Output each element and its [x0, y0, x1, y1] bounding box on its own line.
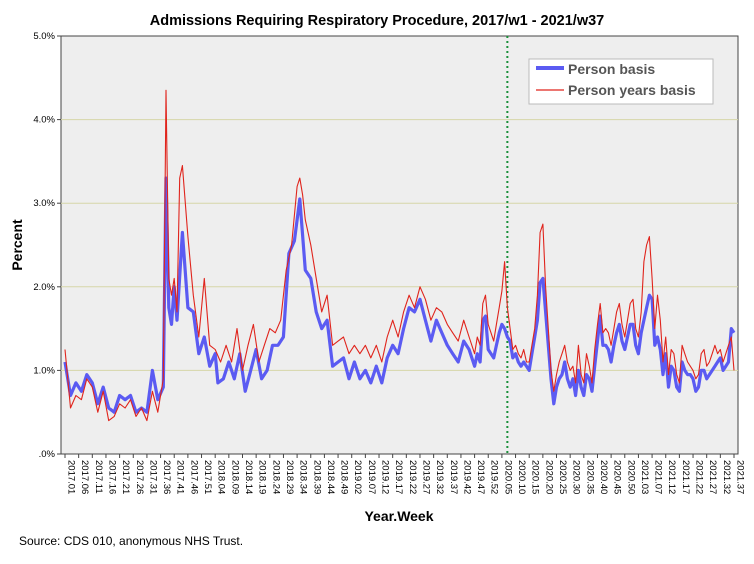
x-tick-label: 2021.07	[653, 460, 664, 494]
source-note: Source: CDS 010, anonymous NHS Trust.	[19, 534, 244, 548]
legend-label-person-years-basis: Person years basis	[568, 82, 696, 98]
x-tick-label: 2021.17	[680, 460, 691, 494]
x-tick-label: 2018.24	[270, 460, 281, 494]
x-tick-label: 2018.09	[229, 460, 240, 494]
x-axis-label: Year.Week	[364, 508, 433, 524]
y-tick-label: 2.0%	[33, 282, 55, 293]
x-tick-label: 2018.39	[311, 460, 322, 494]
x-tick-label: 2018.44	[325, 460, 336, 494]
y-tick-label: 4.0%	[33, 115, 55, 126]
x-tick-label: 2019.47	[475, 460, 486, 494]
plot-area	[60, 35, 739, 455]
x-tick-label: 2021.37	[735, 460, 746, 494]
y-axis-label: Percent	[9, 219, 25, 271]
x-tick-label: 2020.45	[612, 460, 623, 494]
x-tick-label: 2020.25	[557, 460, 568, 494]
x-tick-label: 2018.14	[243, 460, 254, 494]
x-tick-label: 2018.34	[298, 460, 309, 494]
x-axis: 2017.01 2017.06 2017.11 2017.16 2017.21 2017.…	[64, 454, 746, 494]
x-tick-label: 2018.49	[339, 460, 350, 494]
x-tick-label: 2020.10	[516, 460, 527, 494]
x-tick-label: 2018.04	[216, 460, 227, 494]
x-tick-label: 2019.42	[461, 460, 472, 494]
x-tick-label: 2017.51	[202, 460, 213, 494]
x-tick-label: 2020.50	[625, 460, 636, 494]
x-tick-label: 2017.36	[161, 460, 172, 494]
x-tick-label: 2019.17	[393, 460, 404, 494]
x-tick-label: 2017.01	[66, 460, 77, 494]
x-tick-label: 2017.06	[79, 460, 90, 494]
legend-label-person-basis: Person basis	[568, 61, 655, 77]
x-tick-label: 2017.16	[106, 460, 117, 494]
x-tick-label: 2021.32	[721, 460, 732, 494]
x-tick-label: 2019.22	[407, 460, 418, 494]
series-line-person-years-basis	[64, 89, 735, 422]
x-tick-label: 2018.29	[284, 460, 295, 494]
x-tick-label: 2020.40	[598, 460, 609, 494]
x-tick-label: 2018.19	[257, 460, 268, 494]
x-tick-label: 2019.37	[448, 460, 459, 494]
series-line-person-basis	[63, 176, 736, 414]
y-tick-label: .0%	[39, 449, 56, 460]
series-lines	[63, 89, 736, 422]
x-tick-label: 2019.32	[434, 460, 445, 494]
y-tick-label: 3.0%	[33, 198, 55, 209]
x-tick-label: 2017.31	[147, 460, 158, 494]
legend: Person basis Person years basis	[528, 58, 714, 105]
y-tick-label: 5.0%	[33, 31, 55, 42]
x-tick-label: 2017.26	[134, 460, 145, 494]
x-tick-label: 2019.52	[489, 460, 500, 494]
y-tick-label: 1.0%	[33, 365, 55, 376]
x-tick-label: 2019.07	[366, 460, 377, 494]
x-tick-label: 2021.03	[639, 460, 650, 494]
x-tick-label: 2021.27	[707, 460, 718, 494]
x-tick-label: 2017.46	[188, 460, 199, 494]
x-tick-label: 2017.11	[93, 460, 104, 494]
x-tick-label: 2020.35	[584, 460, 595, 494]
x-tick-label: 2019.02	[352, 460, 363, 494]
x-tick-label: 2020.05	[502, 460, 513, 494]
x-tick-label: 2017.41	[175, 460, 186, 494]
x-tick-label: 2019.12	[380, 460, 391, 494]
x-tick-label: 2019.27	[420, 460, 431, 494]
x-tick-label: 2021.22	[694, 460, 705, 494]
x-tick-label: 2020.30	[571, 460, 582, 494]
x-tick-label: 2020.20	[543, 460, 554, 494]
x-tick-label: 2020.15	[530, 460, 541, 494]
x-tick-label: 2021.12	[666, 460, 677, 494]
x-tick-label: 2017.21	[120, 460, 131, 494]
y-axis: .0% 1.0% 2.0% 3.0% 4.0% 5.0%	[33, 31, 61, 460]
chart-title: Admissions Requiring Respiratory Procedu…	[150, 13, 605, 29]
